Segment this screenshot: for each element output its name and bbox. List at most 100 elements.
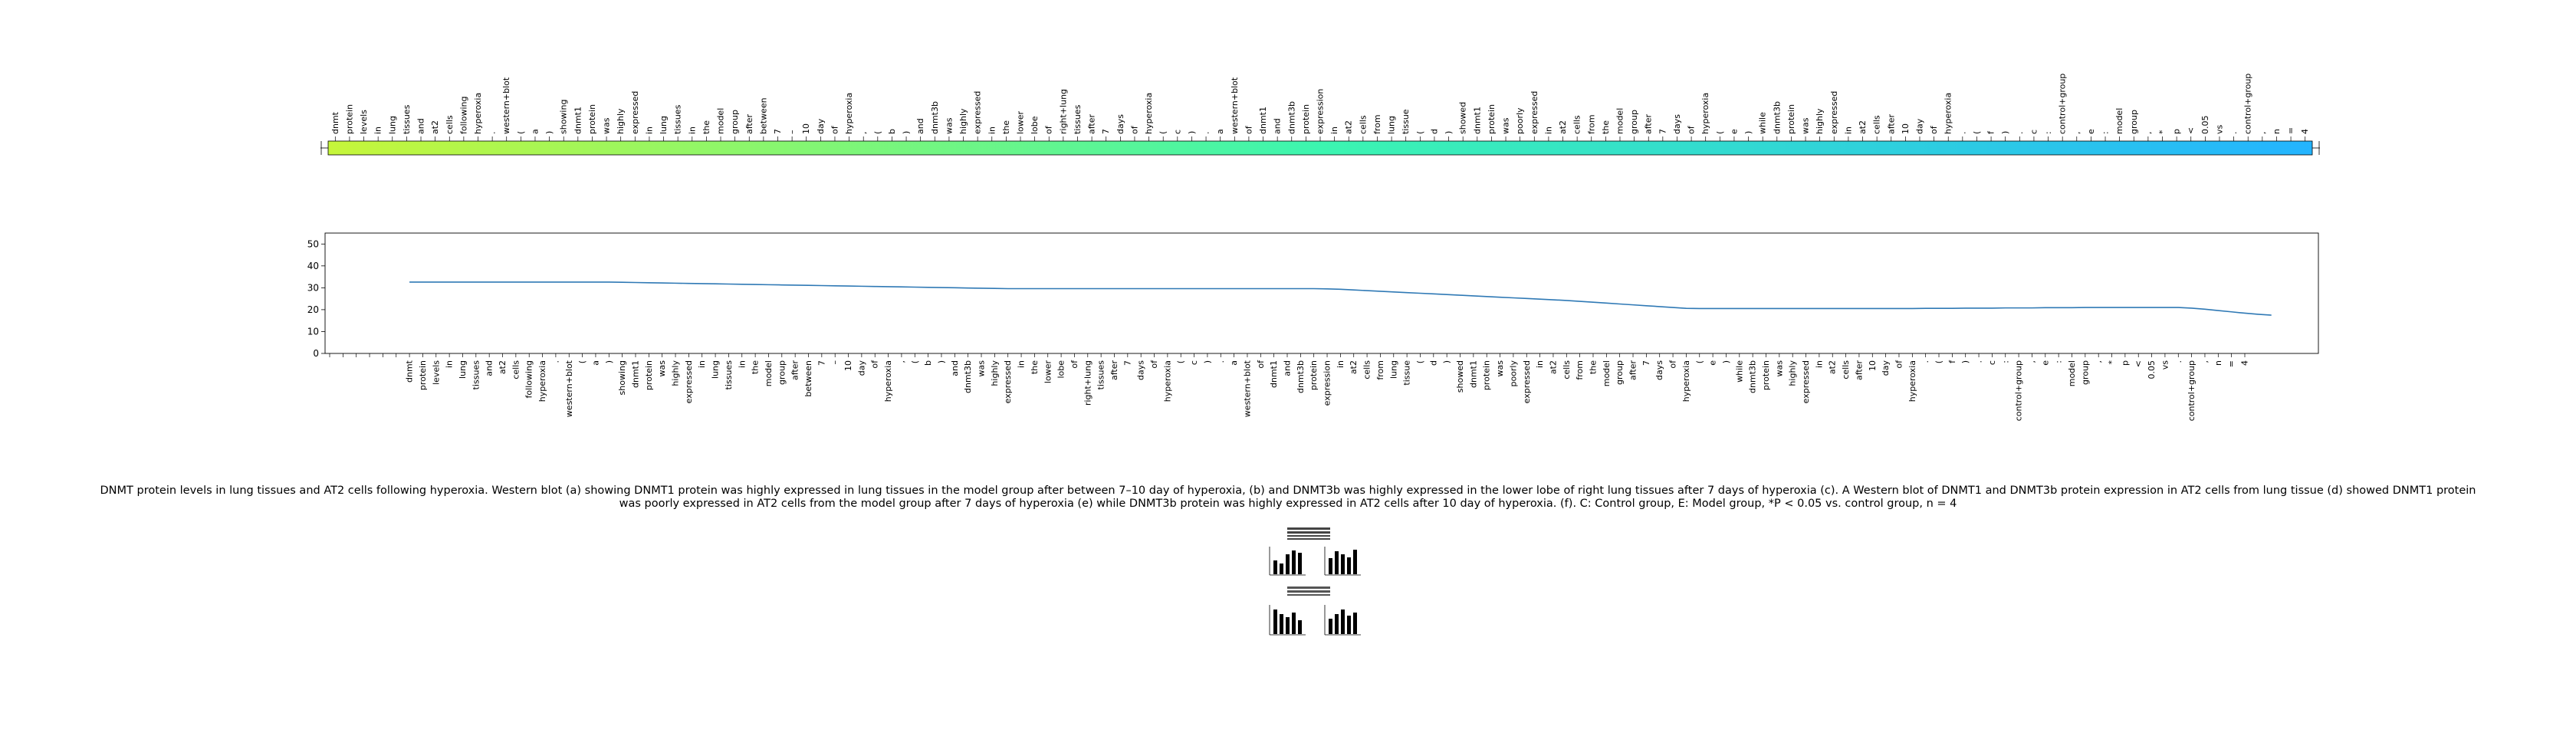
x-tick-label: lower [1043,360,1053,384]
x-tick-label: protein [1761,360,1771,390]
x-tick-label: d [1428,360,1438,366]
x-tick-label: highly [990,360,1000,386]
x-tick-label: between [803,360,813,397]
x-tick-label: n [2213,360,2223,366]
x-tick-label: group [1615,360,1625,385]
y-tick-label: 0 [313,348,319,359]
x-tick-label: expressed [1003,360,1013,403]
x-tick-label: of [1894,360,1904,369]
x-tick-label: in [445,360,455,368]
x-tick-label: model [2067,360,2077,386]
x-tick-label: p [2120,360,2130,366]
x-tick-label: ) [1202,360,1212,363]
x-tick-label: model [764,360,774,386]
x-tick-label: tissue [1402,360,1412,386]
x-tick-label: dnmt1 [1468,360,1478,388]
plot-frame [325,233,2318,353]
x-tick-label: of [1256,360,1266,369]
x-tick-label: lung [458,360,468,379]
x-tick-label: the [1030,360,1040,374]
x-tick-label: f [1947,360,1957,363]
figure-caption: DNMT protein levels in lung tissues and … [0,485,2576,511]
x-tick-label: at2 [1548,360,1558,374]
x-tick-label: , [2200,360,2210,363]
x-tick-label: c [1189,360,1199,365]
x-tick-label: = [2226,360,2236,367]
x-tick-label: ( [1934,360,1944,363]
x-tick-label: lung [711,360,721,379]
x-tick-label: 4 [2240,360,2250,366]
x-tick-label: hyperoxia [1162,360,1172,402]
x-tick-label: ( [1694,360,1704,363]
figure-thumbnail [1258,524,1379,645]
x-axis-token-labels: dnmt protein levels in lung tissues and at2 cell… [330,353,2250,421]
x-tick-label: in [1814,360,1824,368]
x-tick-label: tissues [471,360,481,390]
x-tick-label: and [950,360,960,376]
x-tick-label: in [1017,360,1027,368]
x-tick-label: , [2094,360,2104,363]
x-tick-label: . [1974,360,1984,363]
x-tick-label: western+blot [564,360,574,417]
x-tick-label: cells [1362,360,1372,380]
x-tick-label: in [1336,360,1346,368]
x-tick-label: showed [1455,360,1465,393]
x-tick-label: at2 [1828,360,1838,374]
x-tick-label: highly [671,360,681,386]
x-tick-label: b [923,360,933,366]
x-tick-label: day [856,360,866,376]
x-tick-label: the [751,360,761,374]
y-tick-label: 40 [307,261,319,271]
y-axis: 01020304050 [307,238,325,359]
x-tick-label: and [485,360,495,376]
x-tick-label: 7 [1122,360,1132,366]
x-tick-label: , [896,360,906,363]
x-tick-label: right+lung [1083,360,1092,406]
x-tick-label: protein [1309,360,1319,390]
x-tick-label: days [1136,360,1146,380]
x-tick-label: 7 [1641,360,1651,366]
x-tick-label: was [977,360,987,377]
x-tick-label: expression [1322,360,1332,406]
x-tick-label: ) [604,360,614,363]
x-tick-label: : [2000,360,2010,363]
x-tick-label: protein [418,360,428,390]
x-tick-label: . [1216,360,1226,363]
plot-border [325,233,2318,353]
x-tick-label: ( [910,360,920,363]
x-tick-label: from [1575,360,1585,380]
x-tick-label: ( [1176,360,1186,363]
x-tick-label: 10 [843,360,853,371]
x-tick-label: poorly [1508,360,1518,387]
x-tick-label: of [870,360,880,369]
x-tick-label: tissues [1096,360,1106,390]
x-tick-label: expressed [684,360,694,403]
x-tick-label: after [1628,360,1638,381]
x-tick-label: in [737,360,747,368]
x-tick-label: e [2040,360,2050,366]
x-tick-label: showing [617,360,627,395]
x-tick-label: : [2054,360,2064,363]
x-tick-label: 7 [816,360,826,366]
x-tick-label: of [1070,360,1079,369]
x-tick-label: of [1668,360,1678,369]
x-tick-label: was [1774,360,1784,377]
x-tick-label: tissues [724,360,734,390]
x-tick-label: after [790,360,800,381]
x-tick-label: hyperoxia [1681,360,1691,402]
x-tick-label: cells [511,360,521,380]
x-tick-label: cells [1841,360,1851,380]
x-tick-label: e [1708,360,1718,366]
x-tick-label: model [1602,360,1612,386]
x-tick-label: levels [431,360,441,385]
x-tick-label: at2 [1349,360,1359,374]
x-tick-label: was [657,360,667,377]
x-tick-label: . [550,360,560,363]
x-tick-label: expressed [1522,360,1532,403]
y-tick-label: 20 [307,304,319,315]
y-tick-label: 30 [307,282,319,293]
x-tick-label: western+blot [1242,360,1252,417]
x-tick-label: ) [936,360,946,363]
series-line [409,282,2272,315]
x-tick-label: in [697,360,707,368]
